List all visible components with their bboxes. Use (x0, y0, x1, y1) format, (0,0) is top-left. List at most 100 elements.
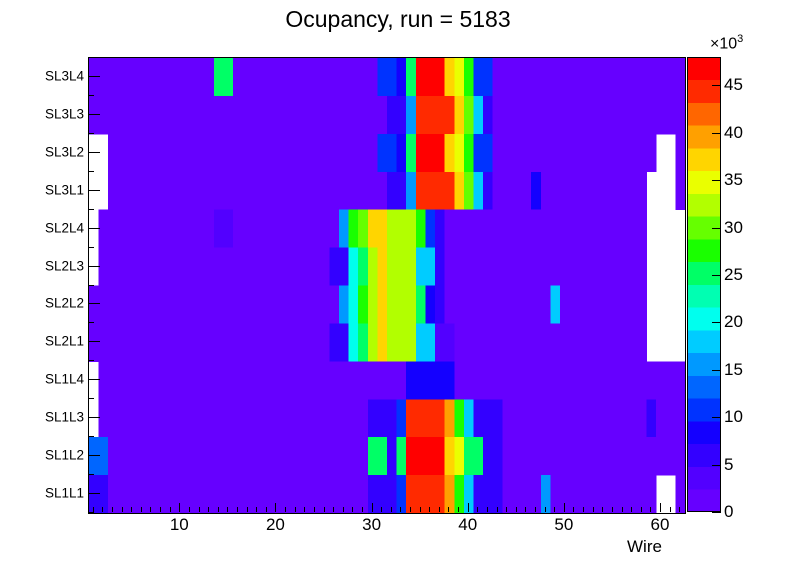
heatmap-cell (165, 209, 176, 249)
heatmap-cell (310, 475, 321, 513)
x-axis-minor-tick (641, 507, 642, 512)
heatmap-cell (338, 133, 349, 173)
heatmap-cell (463, 285, 474, 324)
heatmap-cell (598, 95, 609, 135)
heatmap-cell (387, 95, 398, 135)
heatmap-cell (675, 171, 685, 211)
heatmap-cell (415, 361, 426, 400)
heatmap-cell (175, 58, 186, 97)
heatmap-cell (435, 323, 446, 362)
y-axis-minor-tick (88, 474, 94, 475)
heatmap-cell (463, 361, 474, 400)
heatmap-cell (156, 58, 167, 97)
heatmap-cell (271, 361, 282, 400)
heatmap-cell (387, 171, 398, 211)
heatmap-cell (319, 133, 330, 173)
colorbar[interactable] (687, 57, 721, 512)
heatmap-cell (329, 247, 340, 286)
heatmap-cell (127, 475, 138, 513)
heatmap-cell (252, 399, 263, 438)
heatmap-cell (598, 361, 609, 400)
x-axis-minor-tick (535, 507, 536, 512)
heatmap-cell (656, 399, 667, 438)
heatmap-cell (319, 361, 330, 400)
heatmap-cell (511, 171, 523, 211)
heatmap-cell (329, 58, 340, 97)
heatmap-cell (290, 361, 301, 400)
x-axis-minor-tick (362, 507, 363, 512)
heatmap-cell (242, 133, 253, 173)
heatmap-cell (560, 58, 571, 97)
heatmap-cell (213, 437, 225, 476)
heatmap-cell (425, 58, 436, 97)
heatmap-cell (348, 361, 359, 400)
heatmap-cell (521, 475, 532, 513)
heatmap-cell (435, 95, 446, 135)
x-axis-minor-tick (477, 507, 478, 512)
heatmap-cell (435, 133, 446, 173)
heatmap-cell (521, 133, 532, 173)
heatmap-cell (627, 247, 638, 286)
heatmap-cell (511, 58, 523, 97)
heatmap-cell (444, 171, 455, 211)
heatmap-cell (550, 171, 561, 211)
heatmap-cell (127, 361, 138, 400)
heatmap-cell (223, 58, 234, 97)
x-axis-tick (275, 503, 276, 512)
heatmap-cell (511, 475, 523, 513)
heatmap-cell (377, 285, 388, 324)
heatmap-cell (165, 285, 176, 324)
x-axis-minor-tick (622, 507, 623, 512)
heatmap-cell (406, 437, 417, 476)
heatmap-cell (146, 323, 157, 362)
heatmap-cell (310, 361, 321, 400)
heatmap-cell (463, 95, 474, 135)
heatmap-cell (319, 247, 330, 286)
heatmap-cell (377, 361, 388, 400)
x-axis-minor-tick (189, 507, 190, 512)
heatmap-cell (290, 475, 301, 513)
y-axis-minor-tick (88, 436, 94, 437)
heatmap-cell (262, 95, 273, 135)
heatmap-cell (185, 437, 196, 476)
heatmap-cell (492, 437, 503, 476)
heatmap-cell (531, 361, 542, 400)
heatmap-cell (175, 133, 186, 173)
heatmap-cell (511, 437, 523, 476)
heatmap-cells[interactable] (89, 58, 685, 513)
heatmap-cell (165, 361, 176, 400)
heatmap-cell (156, 475, 167, 513)
heatmap-cell (98, 247, 109, 286)
heatmap-cell (521, 437, 532, 476)
x-axis-minor-tick (391, 507, 392, 512)
heatmap-cell (194, 361, 205, 400)
heatmap-cell (406, 58, 417, 97)
heatmap-cell (425, 285, 436, 324)
heatmap-cell (204, 133, 215, 173)
heatmap-plot-area[interactable] (88, 57, 686, 514)
heatmap-cell (127, 171, 138, 211)
x-axis-label-50: 50 (554, 515, 574, 534)
heatmap-cell (569, 323, 580, 362)
heatmap-cell (463, 58, 474, 97)
colorbar-band (687, 375, 721, 399)
heatmap-cell (262, 437, 273, 476)
heatmap-cell (108, 133, 119, 173)
heatmap-cell (550, 285, 561, 324)
heatmap-cell (473, 133, 484, 173)
heatmap-cell (262, 323, 273, 362)
heatmap-cell (588, 475, 599, 513)
heatmap-cell (367, 437, 378, 476)
heatmap-cell (646, 475, 657, 513)
heatmap-cell (646, 437, 657, 476)
heatmap-cell (117, 323, 128, 362)
heatmap-cell (194, 323, 205, 362)
heatmap-cell (223, 323, 234, 362)
heatmap-cell (598, 285, 609, 324)
heatmap-cell (242, 437, 253, 476)
colorbar-band (687, 125, 721, 149)
heatmap-cell (156, 437, 167, 476)
colorbar-band (687, 352, 721, 376)
y-axis-minor-tick (88, 57, 94, 58)
